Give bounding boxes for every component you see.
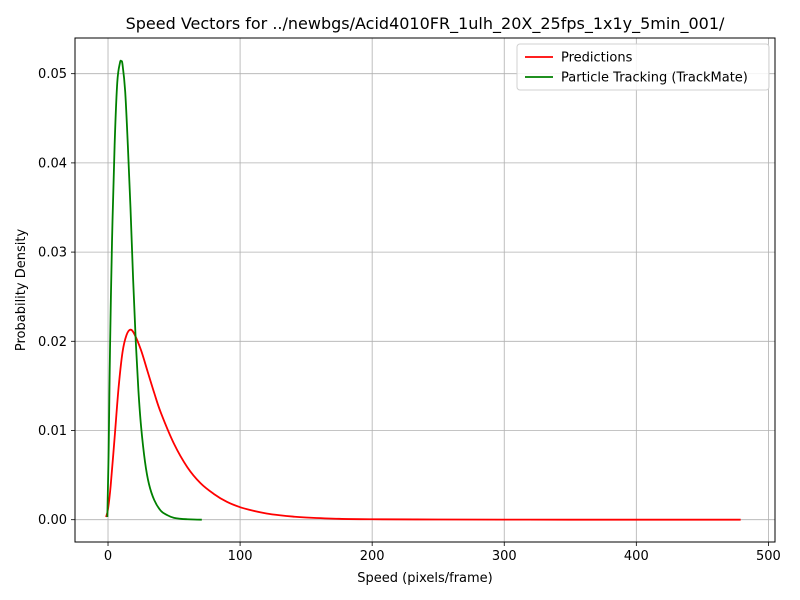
legend: Predictions Particle Tracking (TrackMate) <box>516 43 770 91</box>
y-tick-label: 0.02 <box>38 335 67 350</box>
chart-title: Speed Vectors for ../newbgs/Acid4010FR_1… <box>126 14 725 34</box>
x-tick-label: 100 <box>228 549 253 564</box>
y-tick-label: 0.01 <box>38 424 67 439</box>
x-axis-label: Speed (pixels/frame) <box>357 571 493 586</box>
plot-frame <box>74 37 776 543</box>
y-axis-label: Probability Density <box>14 229 29 352</box>
x-tick-label: 400 <box>624 549 649 564</box>
x-tick-label: 0 <box>104 549 112 564</box>
x-tick-label: 200 <box>360 549 385 564</box>
series-line-0 <box>105 328 741 521</box>
y-tick-label: 0.03 <box>38 246 67 261</box>
x-tick-label: 500 <box>756 549 781 564</box>
legend-entry: Predictions <box>561 51 633 66</box>
legend-box <box>516 43 770 91</box>
grid <box>75 38 775 542</box>
y-tick-label: 0.05 <box>38 67 67 82</box>
series-line-1 <box>106 59 202 521</box>
axis-ticks: 0 100 200 300 400 500 0.00 0.01 0.02 0.03 0.04 0.05 <box>38 67 781 564</box>
series-lines <box>105 59 741 521</box>
y-tick-label: 0.04 <box>38 156 67 171</box>
legend-entry: Particle Tracking (TrackMate) <box>561 71 748 86</box>
y-tick-label: 0.00 <box>38 513 67 528</box>
x-tick-label: 300 <box>492 549 517 564</box>
